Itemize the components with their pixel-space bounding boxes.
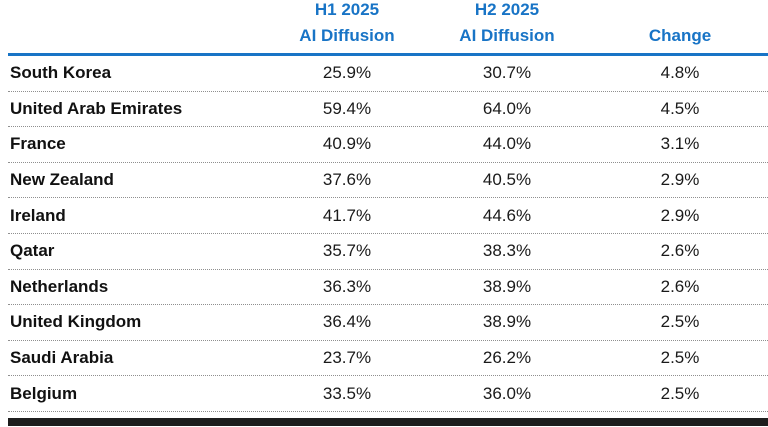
h1-value-cell: 35.7%: [322, 241, 372, 261]
country-cell: United Kingdom: [10, 312, 142, 332]
country-cell: Qatar: [10, 241, 55, 261]
h2-value-cell: 38.9%: [482, 276, 532, 296]
table-row: Qatar 35.7% 38.3% 2.6%: [8, 234, 768, 270]
h1-value-cell: 25.9%: [322, 63, 372, 83]
h2-value-cell: 26.2%: [482, 348, 532, 368]
country-cell: Saudi Arabia: [10, 348, 114, 368]
h1-value-cell: 23.7%: [322, 348, 372, 368]
h2-value-cell: 44.0%: [482, 134, 532, 154]
change-value-cell: 3.1%: [660, 134, 700, 154]
h1-value-cell: 36.4%: [322, 312, 372, 332]
change-value-cell: 2.6%: [660, 241, 700, 261]
h1-value-cell: 33.5%: [322, 383, 372, 403]
table-row: Ireland 41.7% 44.6% 2.9%: [8, 198, 768, 234]
header-h1-2025-metric: AI Diffusion: [299, 26, 395, 45]
header-h2-2025: H2 2025 AI Diffusion: [422, 0, 592, 53]
change-value-cell: 4.8%: [660, 63, 700, 83]
h1-value-cell: 37.6%: [322, 170, 372, 190]
change-value-cell: 2.6%: [660, 276, 700, 296]
header-h1-2025: H1 2025 AI Diffusion: [272, 0, 422, 53]
country-cell: France: [10, 134, 66, 154]
h1-value-cell: 41.7%: [322, 205, 372, 225]
country-cell: Belgium: [10, 383, 78, 403]
table-row: Saudi Arabia 23.7% 26.2% 2.5%: [8, 341, 768, 377]
header-h1-2025-period: H1 2025: [314, 0, 380, 19]
header-h2-2025-period: H2 2025: [474, 0, 540, 19]
h2-value-cell: 44.6%: [482, 205, 532, 225]
h2-value-cell: 38.9%: [482, 312, 532, 332]
h1-value-cell: 40.9%: [322, 134, 372, 154]
header-change: Change: [592, 23, 768, 53]
h2-value-cell: 38.3%: [482, 241, 532, 261]
change-value-cell: 2.9%: [660, 170, 700, 190]
table-row: New Zealand 37.6% 40.5% 2.9%: [8, 163, 768, 199]
h2-value-cell: 40.5%: [482, 170, 532, 190]
table-row: United Arab Emirates 59.4% 64.0% 4.5%: [8, 92, 768, 128]
table-row: South Korea 25.9% 30.7% 4.8%: [8, 56, 768, 92]
header-country-column: [8, 49, 272, 53]
country-cell: United Arab Emirates: [10, 98, 183, 118]
change-value-cell: 2.5%: [660, 348, 700, 368]
table-header-row: H1 2025 AI Diffusion H2 2025 AI Diffusio…: [8, 0, 768, 56]
change-value-cell: 4.5%: [660, 98, 700, 118]
h2-value-cell: 30.7%: [482, 63, 532, 83]
bottom-divider-bar: [8, 418, 768, 426]
h2-value-cell: 64.0%: [482, 98, 532, 118]
country-cell: New Zealand: [10, 170, 114, 190]
table-row: France 40.9% 44.0% 3.1%: [8, 127, 768, 163]
h1-value-cell: 36.3%: [322, 276, 372, 296]
h2-value-cell: 36.0%: [482, 383, 532, 403]
country-cell: Netherlands: [10, 276, 109, 296]
table-row: Netherlands 36.3% 38.9% 2.6%: [8, 270, 768, 306]
country-cell: Ireland: [10, 205, 66, 225]
table-row: United Kingdom 36.4% 38.9% 2.5%: [8, 305, 768, 341]
header-change-label: Change: [648, 26, 712, 45]
change-value-cell: 2.5%: [660, 312, 700, 332]
change-value-cell: 2.9%: [660, 205, 700, 225]
change-value-cell: 2.5%: [660, 383, 700, 403]
h1-value-cell: 59.4%: [322, 98, 372, 118]
ai-diffusion-table: H1 2025 AI Diffusion H2 2025 AI Diffusio…: [8, 0, 768, 412]
header-h2-2025-metric: AI Diffusion: [459, 26, 555, 45]
table-row: Belgium 33.5% 36.0% 2.5%: [8, 376, 768, 412]
country-cell: South Korea: [10, 63, 112, 83]
